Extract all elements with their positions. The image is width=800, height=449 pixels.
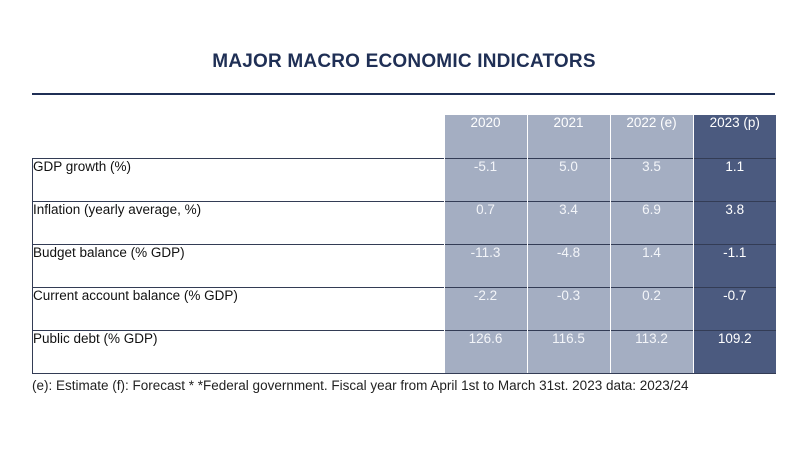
table-row-public-debt: Public debt (% GDP) 126.6 116.5 113.2 10… (32, 330, 776, 374)
title-divider (32, 93, 775, 95)
table-row-gdp-growth: GDP growth (%) -5.1 5.0 3.5 1.1 (32, 158, 776, 202)
table-cell: 0.2 (609, 287, 693, 331)
table-cell: -4.8 (526, 244, 610, 288)
table-cell: 113.2 (609, 330, 693, 374)
footnote: (e): Estimate (f): Forecast * *Federal g… (32, 378, 689, 393)
table-cell: -5.1 (443, 158, 527, 202)
table-row-current-account: Current account balance (% GDP) -2.2 -0.… (32, 287, 776, 331)
table-cell: 6.9 (609, 201, 693, 245)
table-row-inflation: Inflation (yearly average, %) 0.7 3.4 6.… (32, 201, 776, 245)
indicators-table: 2020 2021 2022 (e) 2023 (p) GDP growth (… (32, 115, 776, 374)
column-header-2022: 2022 (e) (609, 115, 693, 159)
table-cell: 3.8 (692, 201, 776, 245)
table-cell: 3.4 (526, 201, 610, 245)
row-label: Inflation (yearly average, %) (32, 201, 444, 245)
row-label: Budget balance (% GDP) (32, 244, 444, 288)
row-label: Current account balance (% GDP) (32, 287, 444, 331)
table-header-row: 2020 2021 2022 (e) 2023 (p) (33, 115, 776, 159)
table-cell: -0.7 (692, 287, 776, 331)
table-cell: 0.7 (443, 201, 527, 245)
table-cell: 5.0 (526, 158, 610, 202)
table-cell: -2.2 (443, 287, 527, 331)
table-cell: -11.3 (443, 244, 527, 288)
table-cell: 126.6 (443, 330, 527, 374)
table-cell: 1.4 (609, 244, 693, 288)
table-cell: -1.1 (692, 244, 776, 288)
table-cell: 3.5 (609, 158, 693, 202)
column-header-2020: 2020 (443, 115, 527, 159)
row-label: GDP growth (%) (32, 158, 444, 202)
column-header-2021: 2021 (526, 115, 610, 159)
table-cell: 116.5 (526, 330, 610, 374)
table-cell: -0.3 (526, 287, 610, 331)
table-cell: 1.1 (692, 158, 776, 202)
column-header-2023: 2023 (p) (692, 115, 776, 159)
row-label: Public debt (% GDP) (32, 330, 444, 374)
table-cell: 109.2 (692, 330, 776, 374)
header-corner (33, 115, 445, 159)
page-title: MAJOR MACRO ECONOMIC INDICATORS (212, 51, 596, 72)
table-row-budget-balance: Budget balance (% GDP) -11.3 -4.8 1.4 -1… (32, 244, 776, 288)
